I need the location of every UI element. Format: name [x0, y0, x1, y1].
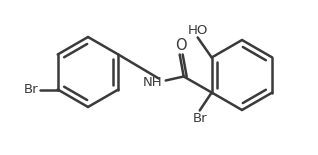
Text: O: O: [175, 38, 186, 53]
Text: NH: NH: [143, 76, 163, 89]
Text: Br: Br: [192, 111, 207, 124]
Text: Br: Br: [24, 83, 39, 96]
Text: HO: HO: [188, 24, 208, 36]
